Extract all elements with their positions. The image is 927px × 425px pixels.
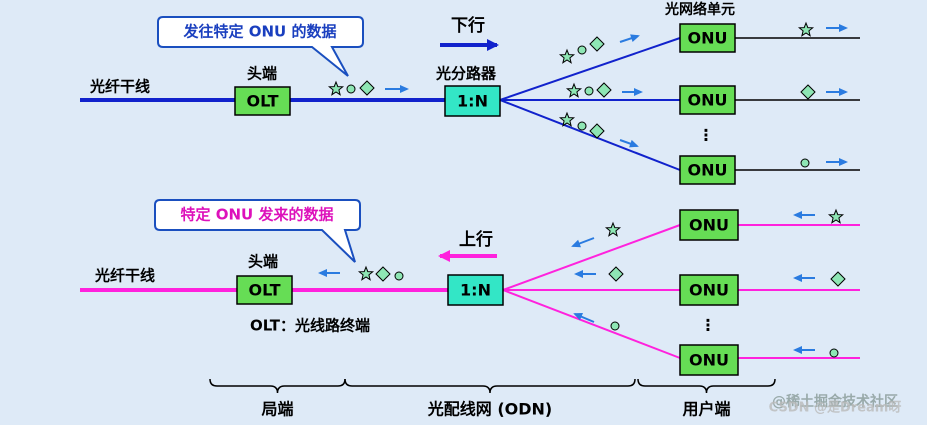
- circle-symbol: [577, 45, 587, 55]
- brace: [344, 378, 636, 394]
- diamond-symbol: [375, 266, 391, 282]
- circle-symbol: [584, 86, 594, 96]
- star-symbol: [327, 80, 345, 96]
- onu-label: ONU: [688, 29, 728, 48]
- circle-symbol: [610, 321, 620, 331]
- arrow-head: [487, 39, 499, 51]
- ellipsis: ⋮: [700, 316, 716, 335]
- splitter-box: [447, 274, 504, 306]
- olt-box: [234, 86, 291, 116]
- section-label: 局端: [261, 400, 293, 419]
- circle-symbol: [346, 84, 356, 94]
- arrow-head: [793, 346, 802, 354]
- ellipsis: ⋮: [698, 126, 714, 145]
- headend-label: 头端: [247, 65, 277, 83]
- direction-label: 上行: [459, 229, 493, 250]
- arrow-head: [438, 250, 450, 262]
- circle-symbol: [829, 348, 839, 358]
- star-symbol: [558, 48, 576, 64]
- star-symbol: [827, 208, 845, 224]
- branch-line: [502, 224, 681, 291]
- arrow-head: [839, 88, 848, 96]
- diamond-symbol: [608, 266, 624, 282]
- headend-label: 头端: [248, 253, 278, 271]
- arrow-head: [400, 85, 409, 93]
- arrow-head: [839, 158, 848, 166]
- onu-label: ONU: [689, 216, 729, 235]
- arrow-head: [574, 270, 583, 278]
- brace: [209, 378, 346, 394]
- arrow-head: [571, 239, 581, 248]
- star-symbol: [357, 265, 375, 281]
- arrow-head: [573, 313, 583, 321]
- onu-box: [679, 23, 736, 53]
- diamond-symbol: [589, 36, 605, 52]
- diamond-symbol: [800, 84, 816, 100]
- section-label: 光配线网 (ODN): [427, 400, 552, 419]
- trunk-label: 光纤干线: [94, 267, 155, 285]
- arrow-head: [634, 88, 643, 96]
- arrow-head: [318, 269, 327, 277]
- direction-label: 下行: [451, 15, 485, 36]
- callout-text: 发往特定 ONU 的数据: [183, 23, 337, 41]
- star-symbol: [797, 21, 815, 37]
- diamond-symbol: [830, 271, 846, 287]
- branch-line: [502, 289, 681, 359]
- watermark: CSDN @是Dream呀: [769, 401, 902, 416]
- olt-label: OLT: [246, 92, 278, 111]
- onu-box: [679, 85, 736, 115]
- onu-box: [679, 209, 739, 241]
- splitter-box: [444, 85, 501, 117]
- arrow-head: [839, 24, 848, 32]
- diamond-symbol: [589, 123, 605, 139]
- onu-caption: 光网络单元: [664, 1, 735, 18]
- onu-label: ONU: [688, 91, 728, 110]
- star-symbol: [558, 111, 576, 127]
- diamond-symbol: [596, 82, 612, 98]
- circle-symbol: [577, 121, 587, 131]
- onu-label: ONU: [689, 281, 729, 300]
- olt-note: OLT：光线路终端: [250, 317, 370, 335]
- onu-label: ONU: [688, 161, 728, 180]
- callout: [154, 199, 361, 263]
- arrow-head: [630, 34, 640, 42]
- splitter-label: 1:N: [460, 281, 491, 300]
- circle-symbol: [800, 158, 810, 168]
- arrow-head: [629, 139, 639, 148]
- arrow-head: [793, 274, 802, 282]
- brace: [637, 378, 776, 394]
- onu-box: [679, 155, 736, 185]
- splitter-caption: 光分路器: [435, 65, 497, 83]
- callout-text: 特定 ONU 发来的数据: [181, 206, 334, 224]
- onu-box: [679, 344, 739, 376]
- olt-box: [236, 275, 293, 305]
- olt-label: OLT: [248, 281, 280, 300]
- trunk-label: 光纤干线: [89, 78, 150, 96]
- section-label: 用户端: [682, 400, 730, 419]
- circle-symbol: [394, 271, 404, 281]
- onu-box: [679, 274, 739, 306]
- onu-label: ONU: [689, 351, 729, 370]
- star-symbol: [565, 82, 583, 98]
- diamond-symbol: [359, 80, 375, 96]
- watermark: @稀土掘金技术社区: [772, 393, 898, 410]
- star-symbol: [604, 221, 622, 237]
- branch-line: [499, 37, 681, 101]
- callout: [157, 16, 364, 77]
- branch-line: [499, 99, 681, 171]
- arrow-head: [793, 211, 802, 219]
- splitter-label: 1:N: [457, 92, 488, 111]
